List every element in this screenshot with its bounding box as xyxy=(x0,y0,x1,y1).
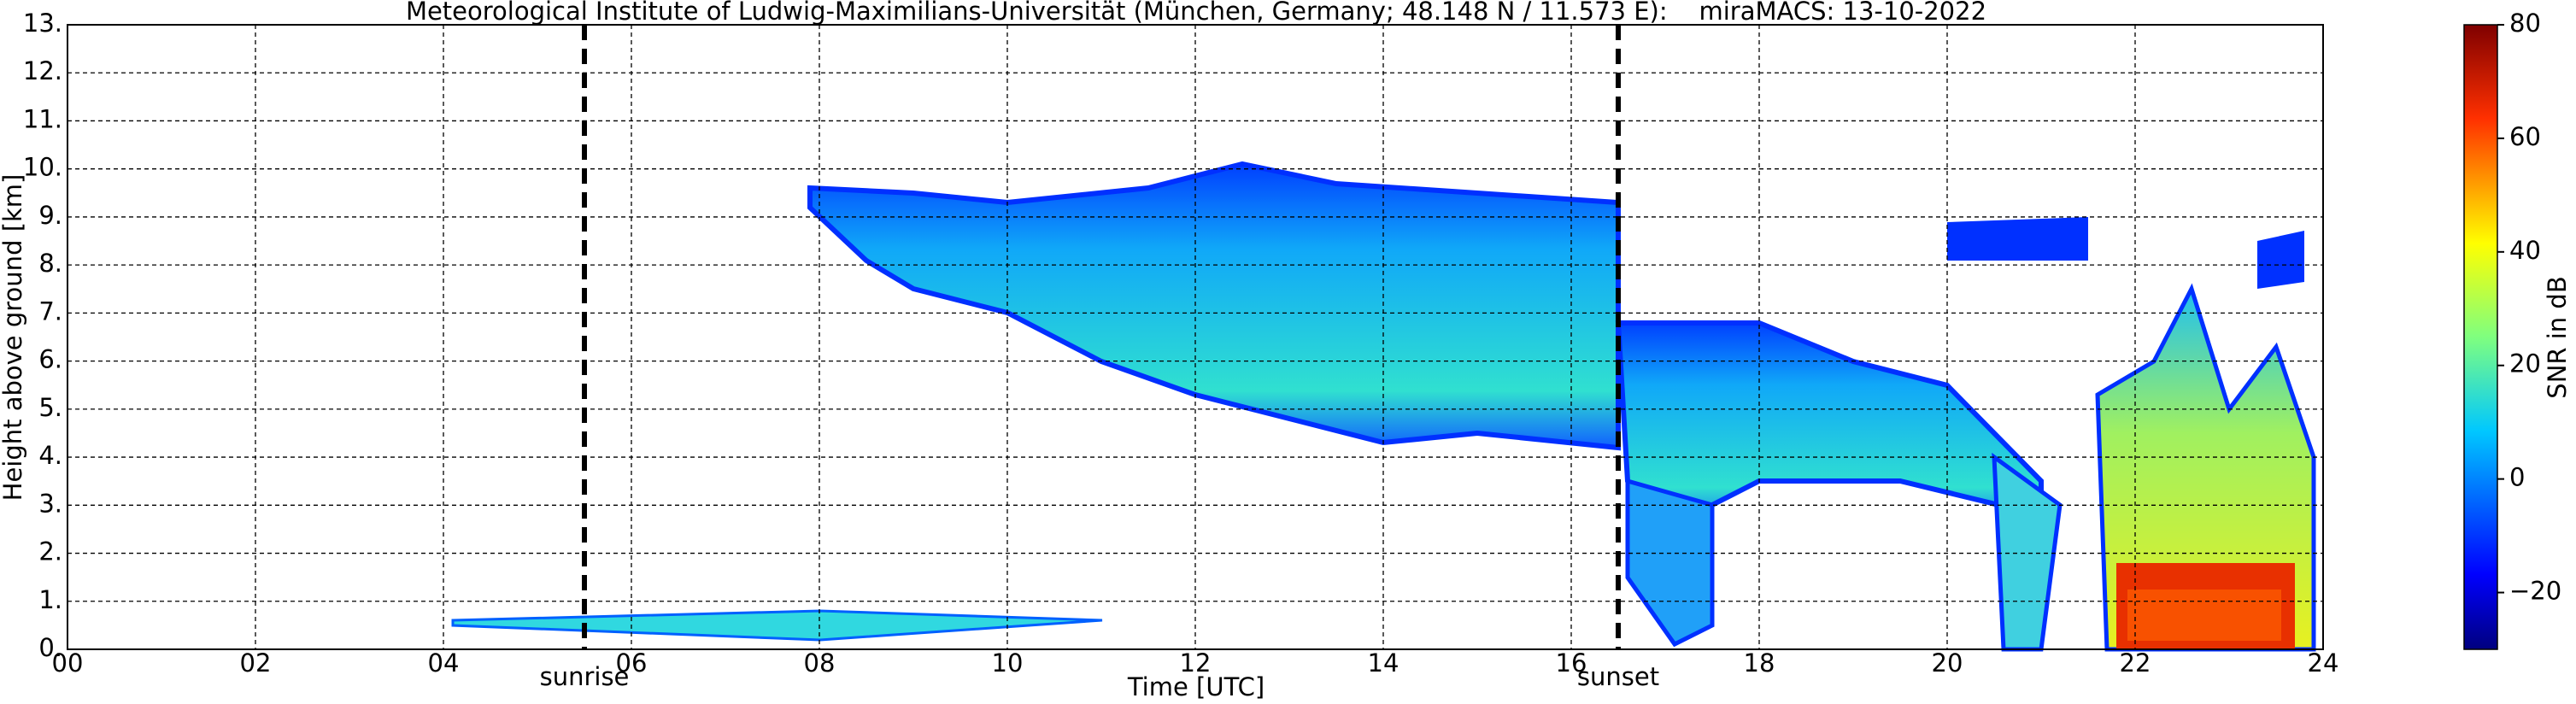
annotation-label: sunrise xyxy=(540,662,630,691)
y-tick-label: 8. xyxy=(38,249,62,278)
y-tick-label: 2. xyxy=(38,537,62,566)
x-tick-label: 14 xyxy=(1368,648,1399,678)
x-tick-label: 12 xyxy=(1180,648,1212,678)
y-tick-label: 6. xyxy=(38,345,62,374)
y-tick-label: 12. xyxy=(23,56,62,85)
y-tick-label: 1. xyxy=(38,585,62,614)
x-tick-label: 10 xyxy=(992,648,1024,678)
colorbar-tick-label: −20 xyxy=(2509,577,2561,606)
y-tick-label: 5. xyxy=(38,393,62,422)
colorbar-label: SNR in dB xyxy=(2543,276,2572,398)
chart-title: Meteorological Institute of Ludwig-Maxim… xyxy=(406,0,1986,26)
echo-region xyxy=(2127,590,2281,641)
y-tick-label: 7. xyxy=(38,296,62,326)
y-axis-label: Height above ground [km] xyxy=(0,174,27,502)
y-tick-label: 9. xyxy=(38,201,62,230)
x-tick-label: 06 xyxy=(616,648,648,678)
y-tick-label: 10. xyxy=(23,153,62,182)
annotation-label: sunset xyxy=(1577,662,1659,691)
y-tick-label: 13. xyxy=(23,9,62,38)
y-tick-label: 11. xyxy=(23,104,62,133)
colorbar-tick-label: 0 xyxy=(2509,463,2525,492)
x-tick-label: 20 xyxy=(1932,648,1963,678)
colorbar-tick-label: 20 xyxy=(2509,349,2541,378)
x-tick-label: 16 xyxy=(1556,648,1587,678)
x-axis-label: Time [UTC] xyxy=(1127,672,1265,701)
colorbar-tick-label: 80 xyxy=(2509,9,2541,38)
echo-region xyxy=(1625,478,1715,648)
x-tick-label: 18 xyxy=(1744,648,1775,678)
y-tick-label: 4. xyxy=(38,441,62,470)
x-tick-label: 24 xyxy=(2308,648,2339,678)
echo-region xyxy=(1947,217,2088,261)
colorbar-tick-label: 40 xyxy=(2509,236,2541,265)
x-tick-label: 00 xyxy=(52,648,84,678)
y-tick-label: 0. xyxy=(38,633,62,662)
radar-echo xyxy=(451,161,2316,652)
x-tick-label: 08 xyxy=(804,648,836,678)
y-tick-label: 3. xyxy=(38,489,62,518)
x-tick-label: 02 xyxy=(240,648,272,678)
x-tick-label: 04 xyxy=(428,648,460,678)
x-tick-label: 22 xyxy=(2120,648,2151,678)
echo-region xyxy=(1992,452,2063,652)
echo-region xyxy=(2257,231,2304,289)
colorbar-tick-label: 60 xyxy=(2509,122,2541,151)
echo-region xyxy=(451,609,1103,642)
colorbar xyxy=(2463,24,2498,650)
echo-region xyxy=(807,161,1621,451)
